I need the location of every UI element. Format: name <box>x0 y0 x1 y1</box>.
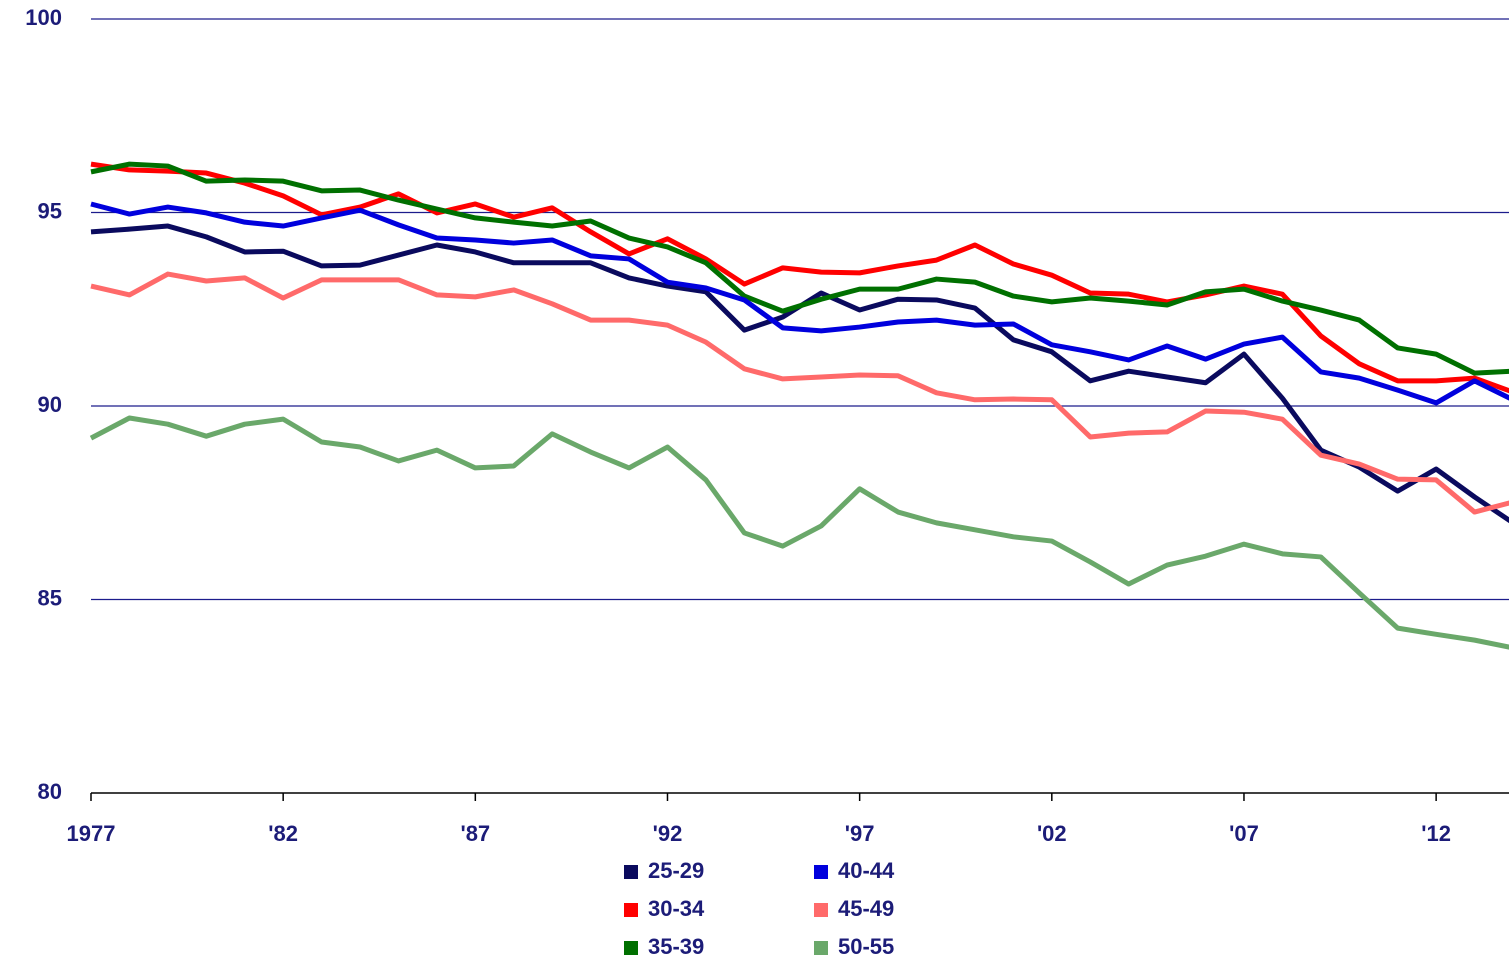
legend-swatch <box>624 865 638 879</box>
x-tick-label: 1977 <box>67 821 116 846</box>
y-tick-label: 90 <box>38 392 62 417</box>
x-tick-label: '12 <box>1421 821 1451 846</box>
legend-swatch <box>814 903 828 917</box>
y-tick-label: 80 <box>38 779 62 804</box>
series-line <box>89 415 1509 650</box>
legend-label: 40-44 <box>838 858 895 883</box>
legend-label: 35-39 <box>648 934 704 959</box>
x-tick-label: '87 <box>460 821 490 846</box>
axes: 80 85 90 95 100 1977 '82 '87 '92 '97 '02 '07 '12 <box>25 5 1509 846</box>
x-tick-label: '02 <box>1037 821 1067 846</box>
legend-label: 25-29 <box>648 858 704 883</box>
legend-label: 30-34 <box>648 896 705 921</box>
x-tick-label: '97 <box>845 821 875 846</box>
legend-swatch <box>814 941 828 955</box>
y-tick-label: 95 <box>38 198 62 223</box>
legend: 25-29 30-34 35-39 40-44 45-49 50-55 <box>624 858 895 959</box>
y-tick-label: 100 <box>25 5 62 30</box>
x-tick-label: '82 <box>268 821 298 846</box>
x-tick-label: '92 <box>653 821 683 846</box>
series-line <box>90 161 1509 394</box>
legend-swatch <box>814 865 828 879</box>
series-line <box>90 161 1509 376</box>
legend-swatch <box>624 903 638 917</box>
plot-area <box>89 161 1509 650</box>
legend-swatch <box>624 941 638 955</box>
y-tick-label: 85 <box>38 585 62 610</box>
series-line <box>90 201 1509 406</box>
series-line <box>90 271 1509 515</box>
legend-label: 50-55 <box>838 934 894 959</box>
x-tick-label: '07 <box>1229 821 1259 846</box>
legend-label: 45-49 <box>838 896 894 921</box>
